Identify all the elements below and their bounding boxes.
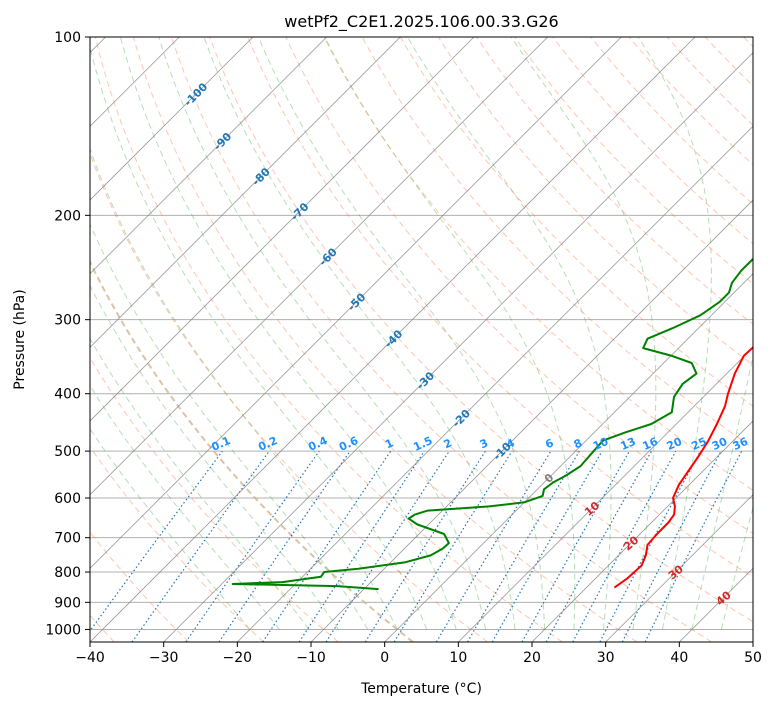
dry-adiabat-line: [171, 37, 712, 642]
moist-adiabat-line: [407, 37, 612, 630]
y-tick-label: 400: [54, 387, 81, 403]
isotherms: [90, 37, 753, 642]
y-tick-label: 600: [54, 491, 81, 507]
dry-adiabat-line: [132, 37, 638, 642]
x-tick-label: −20: [223, 650, 253, 666]
isotherm-line: [531, 420, 753, 642]
x-axis-title: Temperature (°C): [360, 681, 482, 697]
x-tick-label: −40: [75, 650, 105, 666]
x-tick-label: 20: [523, 650, 541, 666]
mixing-ratio-label: 30: [710, 435, 730, 453]
mixing-ratio-label: 20: [665, 435, 685, 453]
isotherm-line: [90, 37, 401, 348]
moist-adiabat-line: [203, 37, 516, 630]
moist-adiabat-line: [119, 37, 457, 630]
mixing-ratio-line: [90, 450, 223, 632]
mixing-ratio-label: 13: [618, 435, 637, 453]
mixing-ratio-line: [185, 450, 320, 642]
dry-adiabat-line: [90, 446, 264, 642]
temperature-profile-line: [613, 346, 753, 589]
moist-adiabat-line: [90, 427, 251, 630]
isotherm-line: [90, 37, 327, 275]
isotherm-line: [605, 494, 753, 642]
mixing-ratio-label: 10: [591, 435, 611, 453]
dry-adiabat-line: [94, 37, 563, 642]
mixing-ratio-line: [218, 450, 351, 642]
mixing-ratio-line: [545, 450, 653, 642]
isotherm-line: [458, 346, 753, 642]
mixing-ratio-line: [572, 450, 677, 642]
x-tick-label: −30: [149, 650, 179, 666]
dewpoint-profile-line: [231, 257, 753, 591]
x-tick-label: 0: [380, 650, 389, 666]
mixing-ratio-line: [325, 450, 450, 642]
mixing-ratio-line: [393, 450, 513, 642]
x-tick-label: 50: [744, 650, 762, 666]
dry-adiabat-line: [514, 37, 753, 285]
moist-adiabat-line: [158, 37, 487, 630]
plot-background: [90, 37, 753, 642]
moist-adiabat-line: [510, 37, 657, 630]
mixing-ratio-line: [131, 450, 270, 642]
moist-adiabat-line: [637, 37, 712, 630]
moist-adiabats: [90, 37, 753, 630]
dry-adiabat-line: [209, 37, 753, 623]
moist-adiabat-line: [257, 37, 546, 630]
y-tick-label: 800: [54, 565, 81, 581]
isotherm-line: [90, 37, 622, 569]
dry-adiabat-line: [285, 37, 753, 535]
dry-adiabat-line: [90, 259, 414, 642]
moist-adiabat-line: [90, 45, 428, 630]
x-tick-label: 10: [449, 650, 467, 666]
isotherm-line: [90, 37, 548, 496]
mixing-ratio-lines: [90, 450, 743, 642]
sounding-profiles: [231, 257, 753, 591]
isotherm-line: [237, 125, 753, 642]
isotherm-line: [384, 273, 753, 642]
x-axis: −40 −30 −20 −10 0 10 20 30 40 50: [75, 642, 762, 666]
mixing-ratio-line: [262, 450, 392, 642]
dry-adiabats: [90, 37, 753, 642]
moist-adiabat-line: [90, 284, 339, 630]
x-tick-label: 30: [597, 650, 615, 666]
isotherm-line: [90, 37, 475, 422]
mixing-ratio-line: [298, 450, 425, 642]
dry-adiabat-line: [323, 37, 753, 491]
moist-adiabat-line: [90, 223, 369, 630]
y-tick-label: 700: [54, 531, 81, 547]
mixing-ratio-label: 36: [731, 435, 751, 453]
isotherm-line: [90, 37, 696, 642]
y-tick-label: 200: [54, 208, 81, 224]
moist-adiabat-line: [720, 505, 753, 630]
x-tick-label: 40: [670, 650, 688, 666]
isotherm-line: [90, 37, 254, 201]
y-tick-label: 900: [54, 595, 81, 611]
mixing-ratio-line: [521, 450, 631, 642]
y-tick-label: 1000: [45, 622, 81, 638]
y-axis-title: Pressure (hPa): [12, 289, 28, 389]
y-tick-label: 500: [54, 444, 81, 460]
mixing-ratio-line: [644, 450, 743, 642]
moist-adiabat-line: [90, 337, 310, 630]
mixing-ratio-label: 16: [641, 435, 661, 453]
chart-title: wetPf2_C2E1.2025.106.00.33.G26: [284, 12, 558, 32]
y-axis: 100 200 300 400 500 600 700 800 900 1000: [45, 30, 90, 638]
moist-adiabat-line: [691, 353, 753, 630]
dry-adiabat-line: [247, 37, 753, 578]
moist-adiabat-line: [90, 384, 280, 630]
y-tick-label: 300: [54, 313, 81, 329]
y-tick-label: 100: [54, 30, 81, 46]
plot-frame: [89, 36, 754, 643]
dry-adiabat-line: [90, 356, 339, 642]
dry-adiabat-line: [476, 37, 753, 325]
isotherm-line: [163, 52, 753, 642]
isotherm-line: [310, 199, 753, 642]
mixing-ratio-label: 25: [689, 435, 708, 453]
x-tick-label: −10: [296, 650, 326, 666]
